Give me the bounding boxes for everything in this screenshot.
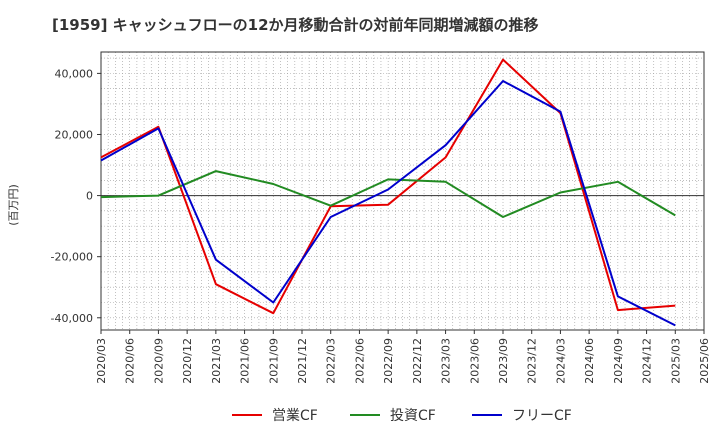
series-line-営業CF — [100, 58, 676, 315]
x-tick-label: 2022/09 — [382, 338, 395, 384]
series-line-フリーCF — [100, 80, 676, 327]
x-tick-label: 2022/06 — [353, 338, 366, 384]
x-tick-label: 2024/09 — [612, 338, 625, 384]
x-tick-label: 2020/09 — [152, 338, 165, 384]
plot-frame — [100, 51, 705, 331]
x-tick-label: 2025/03 — [669, 338, 682, 384]
x-tick-label: 2020/06 — [124, 338, 137, 384]
grid-lines — [100, 52, 705, 330]
x-tick-label: 2021/03 — [210, 338, 223, 384]
x-tick-label: 2024/06 — [583, 338, 596, 384]
x-tick-label: 2023/06 — [468, 338, 481, 384]
y-tick-label: 40,000 — [55, 67, 94, 80]
series-lines — [100, 58, 676, 327]
x-tick-label: 2024/03 — [554, 338, 567, 384]
x-tick-label: 2021/12 — [296, 338, 309, 384]
y-tick-label: 0 — [86, 190, 93, 203]
x-tick-labels: 2020/03 2020/06 2020/09 2020/12 2021/03 2021/… — [95, 330, 711, 384]
y-tick-label: 20,000 — [55, 128, 94, 141]
axes — [100, 51, 705, 331]
x-tick-label: 2022/12 — [411, 338, 424, 384]
y-axis-label: (百万円) — [7, 184, 20, 226]
x-tick-label: 2020/12 — [181, 338, 194, 384]
legend-label: 営業CF — [272, 408, 318, 424]
x-tick-label: 2023/12 — [526, 338, 539, 384]
x-tick-label: 2020/03 — [95, 338, 108, 384]
x-tick-label: 2023/03 — [440, 338, 453, 384]
legend-label: フリーCF — [512, 408, 572, 424]
y-tick-label: -40,000 — [51, 312, 93, 325]
chart-title: [1959] キャッシュフローの12か月移動合計の対前年同期増減額の推移 — [52, 16, 539, 34]
x-tick-label: 2021/06 — [239, 338, 252, 384]
x-tick-label: 2024/12 — [641, 338, 654, 384]
x-tick-label: 2023/09 — [497, 338, 510, 384]
y-tick-labels: 40,000 20,000 0 -20,000 -40,000 — [51, 67, 101, 325]
series-line-投資CF — [100, 170, 676, 218]
legend: 営業CF 投資CF フリーCF — [232, 408, 572, 424]
legend-label: 投資CF — [390, 408, 436, 424]
x-tick-label: 2022/03 — [325, 338, 338, 384]
x-tick-label: 2025/06 — [698, 338, 711, 384]
y-tick-label: -20,000 — [51, 251, 93, 264]
x-tick-label: 2021/09 — [267, 338, 280, 384]
